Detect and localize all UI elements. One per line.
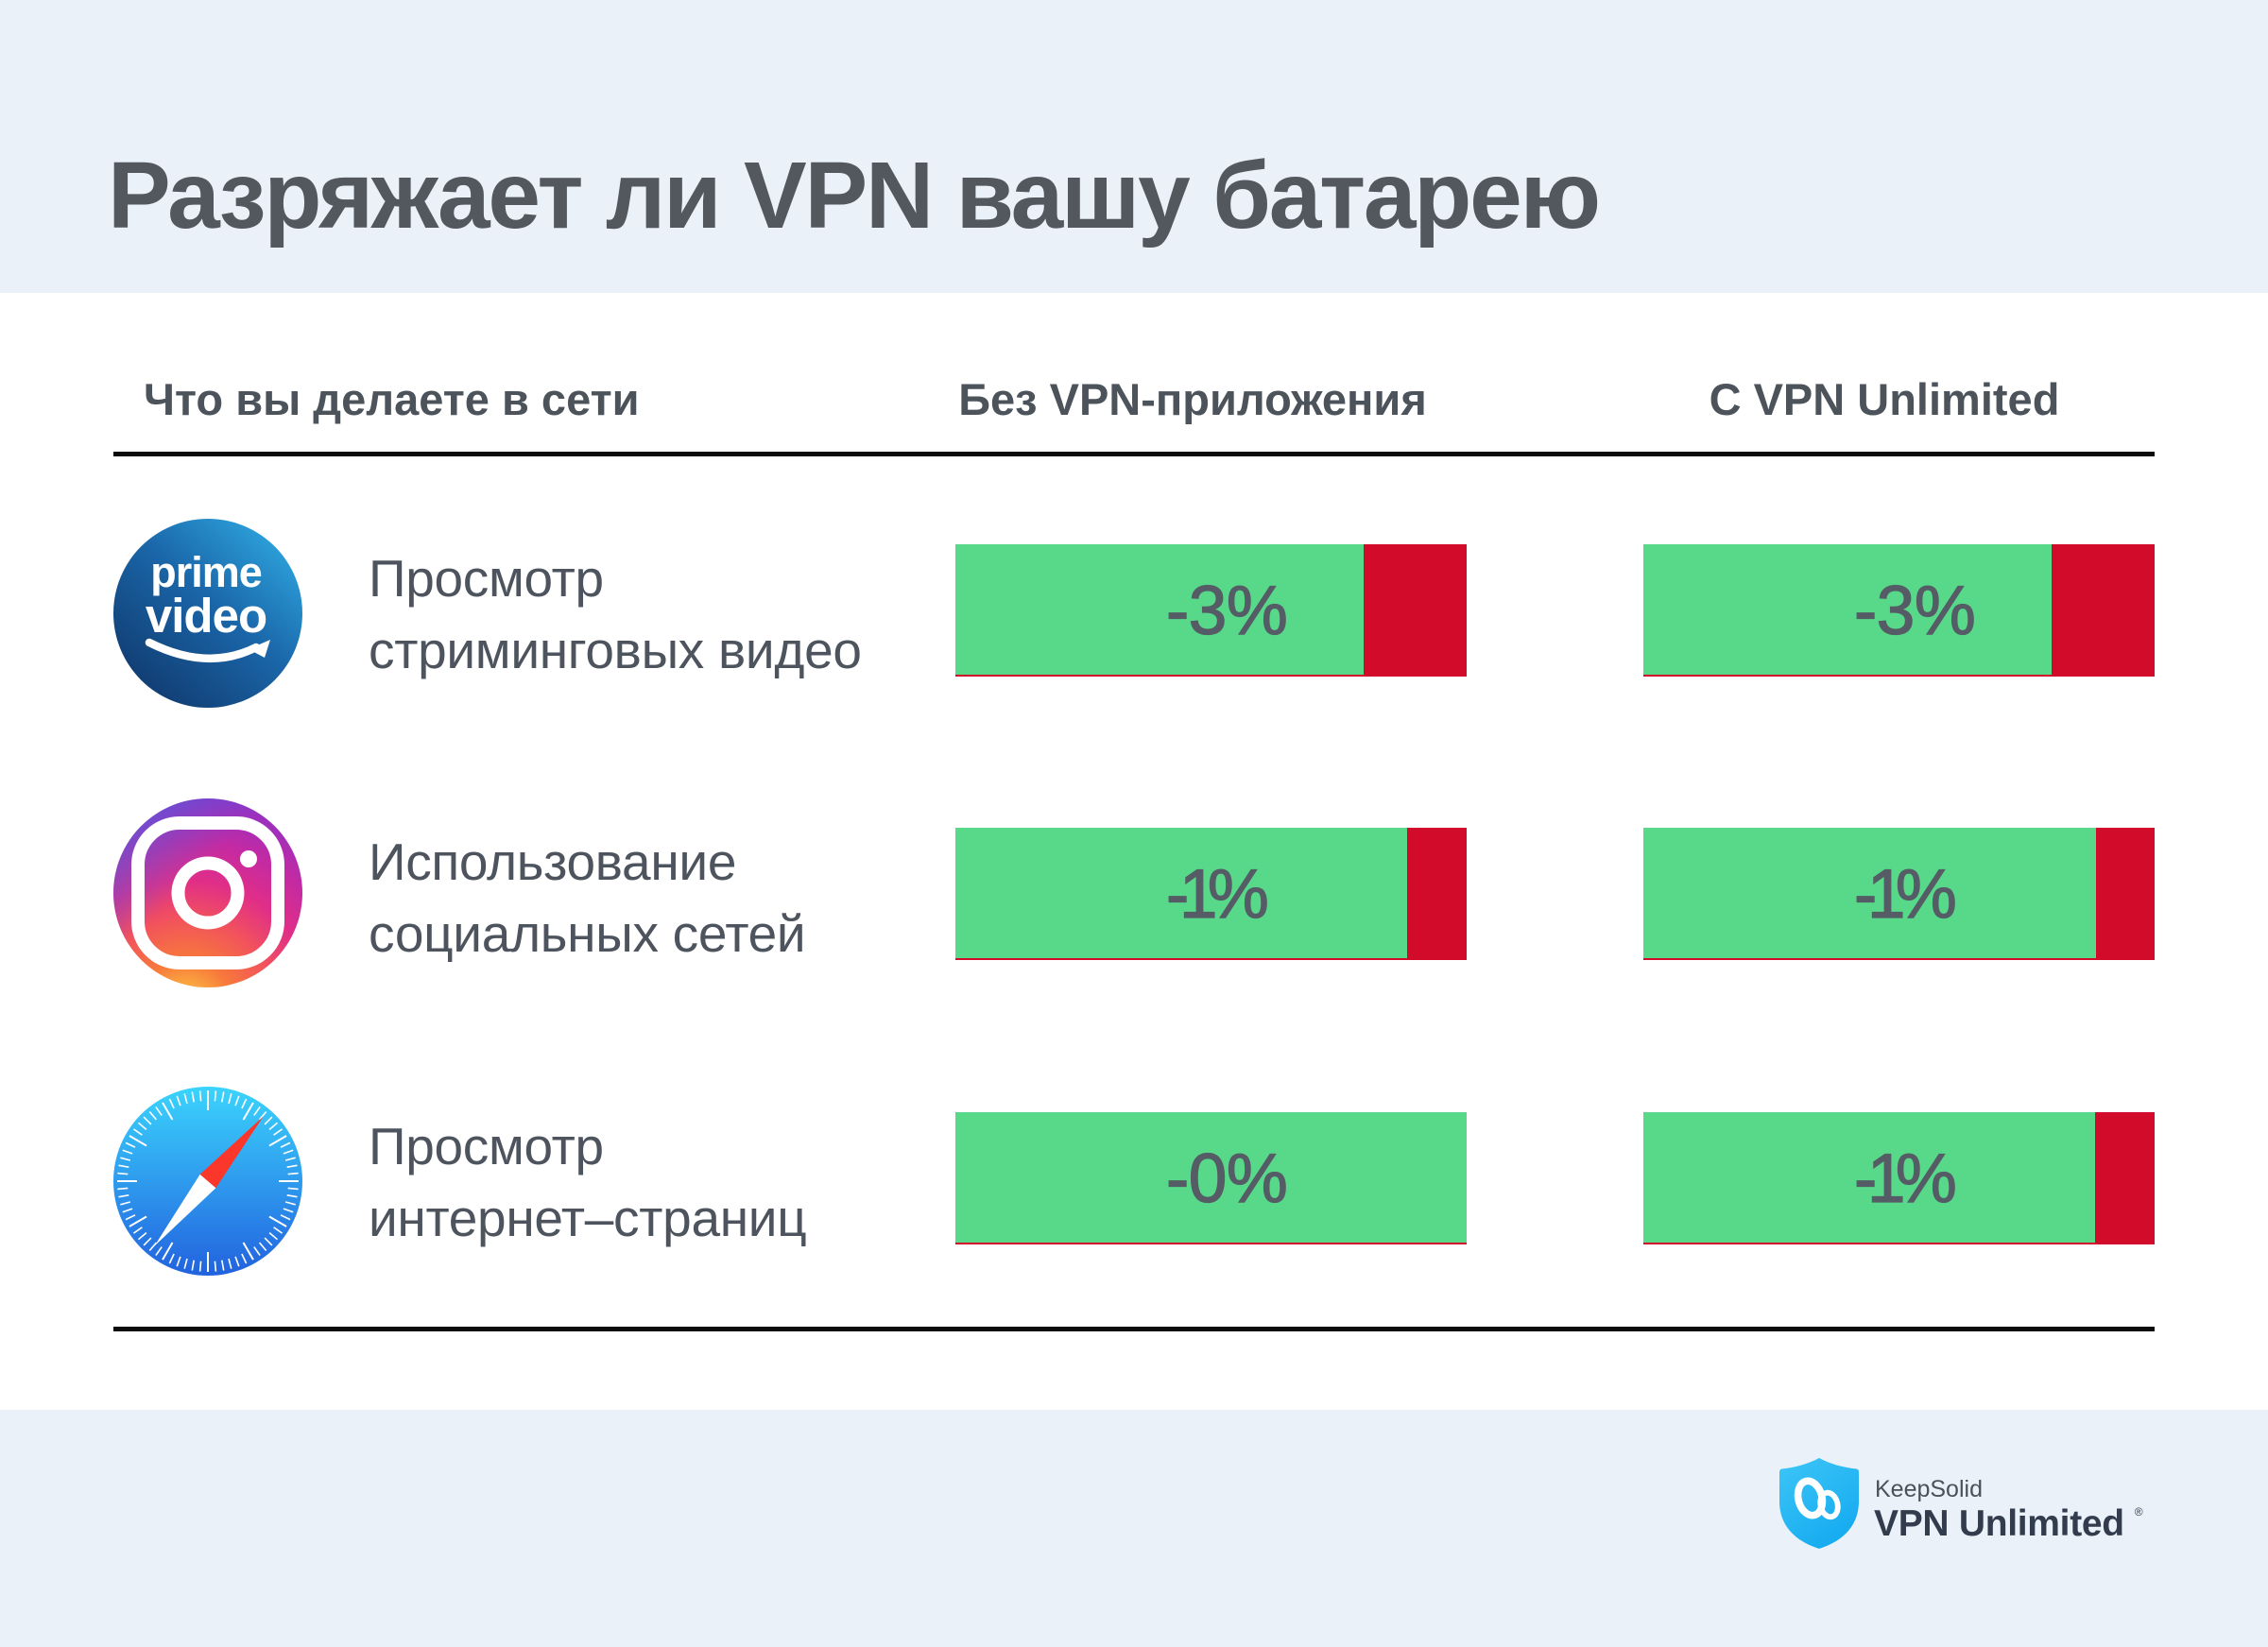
svg-text:video: video [146,589,266,643]
svg-text:prime: prime [150,548,262,596]
